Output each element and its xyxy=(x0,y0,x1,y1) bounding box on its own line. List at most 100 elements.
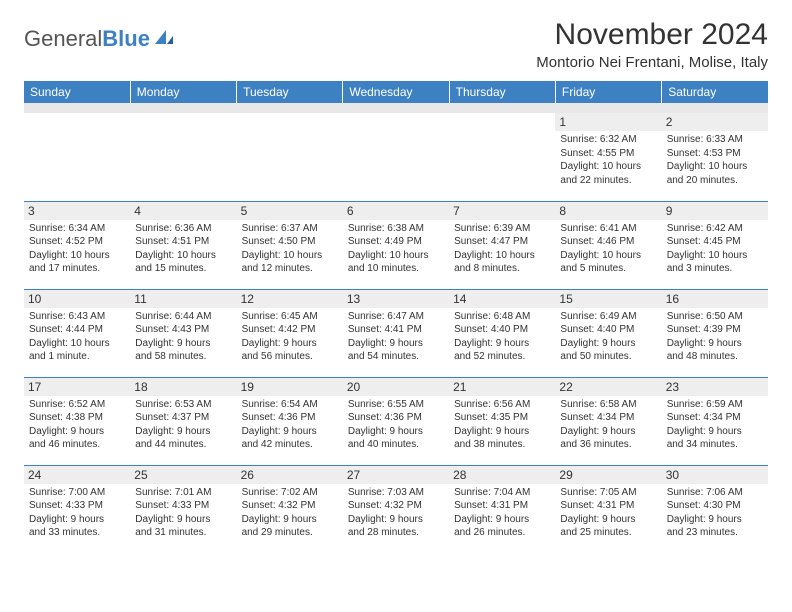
sunset-line: Sunset: 4:39 PM xyxy=(667,323,763,337)
day2-line: and 3 minutes. xyxy=(667,262,763,276)
sunset-line: Sunset: 4:33 PM xyxy=(29,499,125,513)
day2-line: and 12 minutes. xyxy=(242,262,338,276)
day2-line: and 50 minutes. xyxy=(560,350,656,364)
sunrise-line: Sunrise: 6:42 AM xyxy=(667,222,763,236)
sunset-line: Sunset: 4:35 PM xyxy=(454,411,550,425)
day1-line: Daylight: 10 hours xyxy=(560,160,656,174)
sunset-line: Sunset: 4:50 PM xyxy=(242,235,338,249)
sunset-line: Sunset: 4:37 PM xyxy=(135,411,231,425)
sunrise-line: Sunrise: 6:59 AM xyxy=(667,398,763,412)
day1-line: Daylight: 9 hours xyxy=(348,513,444,527)
header: GeneralBlue November 2024 Montorio Nei F… xyxy=(24,18,768,77)
day-cell: 2Sunrise: 6:33 AMSunset: 4:53 PMDaylight… xyxy=(662,113,768,201)
sunrise-line: Sunrise: 6:53 AM xyxy=(135,398,231,412)
day-number: 12 xyxy=(237,290,343,308)
sunrise-line: Sunrise: 6:55 AM xyxy=(348,398,444,412)
day1-line: Daylight: 10 hours xyxy=(667,160,763,174)
day-cell: 25Sunrise: 7:01 AMSunset: 4:33 PMDayligh… xyxy=(130,465,236,553)
day-header: Saturday xyxy=(662,81,768,103)
day-cell xyxy=(24,113,130,201)
title-block: November 2024 Montorio Nei Frentani, Mol… xyxy=(536,18,768,77)
sunset-line: Sunset: 4:40 PM xyxy=(560,323,656,337)
sunrise-line: Sunrise: 6:34 AM xyxy=(29,222,125,236)
sunset-line: Sunset: 4:32 PM xyxy=(242,499,338,513)
day-number: 27 xyxy=(343,466,449,484)
brand-part2: Blue xyxy=(102,26,150,52)
week-row: 10Sunrise: 6:43 AMSunset: 4:44 PMDayligh… xyxy=(24,289,768,377)
day-cell xyxy=(449,113,555,201)
day-header-row: SundayMondayTuesdayWednesdayThursdayFrid… xyxy=(24,81,768,103)
sunset-line: Sunset: 4:44 PM xyxy=(29,323,125,337)
day-number: 5 xyxy=(237,202,343,220)
sunrise-line: Sunrise: 6:39 AM xyxy=(454,222,550,236)
day-number: 2 xyxy=(662,113,768,131)
day1-line: Daylight: 9 hours xyxy=(560,513,656,527)
day-cell: 10 Sunrise: 6:43 AMSunset: 4:44 PMDayligh… xyxy=(24,289,130,377)
sunset-line: Sunset: 4:41 PM xyxy=(348,323,444,337)
day-cell: 23Sunrise: 6:59 AMSunset: 4:34 PMDayligh… xyxy=(662,377,768,465)
day1-line: Daylight: 9 hours xyxy=(454,425,550,439)
logo-sail-icon xyxy=(153,26,175,52)
sunrise-line: Sunrise: 6:32 AM xyxy=(560,133,656,147)
sunrise-line: Sunrise: 6:50 AM xyxy=(667,310,763,324)
day-cell: 18Sunrise: 6:53 AMSunset: 4:37 PMDayligh… xyxy=(130,377,236,465)
month-title: November 2024 xyxy=(536,18,768,52)
sunset-line: Sunset: 4:53 PM xyxy=(667,147,763,161)
day-number: 14 xyxy=(449,290,555,308)
day-number: 20 xyxy=(343,378,449,396)
day2-line: and 17 minutes. xyxy=(29,262,125,276)
day1-line: Daylight: 9 hours xyxy=(560,337,656,351)
sunrise-line: Sunrise: 6:58 AM xyxy=(560,398,656,412)
sunset-line: Sunset: 4:36 PM xyxy=(348,411,444,425)
sunset-line: Sunset: 4:43 PM xyxy=(135,323,231,337)
day1-line: Daylight: 9 hours xyxy=(242,337,338,351)
day2-line: and 8 minutes. xyxy=(454,262,550,276)
day2-line: and 52 minutes. xyxy=(454,350,550,364)
day1-line: Daylight: 9 hours xyxy=(667,513,763,527)
day-cell: 16Sunrise: 6:50 AMSunset: 4:39 PMDayligh… xyxy=(662,289,768,377)
day2-line: and 15 minutes. xyxy=(135,262,231,276)
sunrise-line: Sunrise: 6:43 AM xyxy=(29,310,125,324)
sunset-line: Sunset: 4:51 PM xyxy=(135,235,231,249)
day-number: 18 xyxy=(130,378,236,396)
day-number: 10 xyxy=(24,290,130,308)
sunrise-line: Sunrise: 7:01 AM xyxy=(135,486,231,500)
sunset-line: Sunset: 4:34 PM xyxy=(667,411,763,425)
day-cell: 22Sunrise: 6:58 AMSunset: 4:34 PMDayligh… xyxy=(555,377,661,465)
day2-line: and 54 minutes. xyxy=(348,350,444,364)
week-row: 3Sunrise: 6:34 AMSunset: 4:52 PMDaylight… xyxy=(24,201,768,289)
day1-line: Daylight: 9 hours xyxy=(242,513,338,527)
sunrise-line: Sunrise: 6:47 AM xyxy=(348,310,444,324)
day1-line: Daylight: 9 hours xyxy=(135,337,231,351)
sunrise-line: Sunrise: 6:44 AM xyxy=(135,310,231,324)
sunrise-line: Sunrise: 6:36 AM xyxy=(135,222,231,236)
day-number: 16 xyxy=(662,290,768,308)
sunset-line: Sunset: 4:30 PM xyxy=(667,499,763,513)
sunrise-line: Sunrise: 6:54 AM xyxy=(242,398,338,412)
day-cell: 21Sunrise: 6:56 AMSunset: 4:35 PMDayligh… xyxy=(449,377,555,465)
day1-line: Daylight: 10 hours xyxy=(29,337,125,351)
sunset-line: Sunset: 4:38 PM xyxy=(29,411,125,425)
day-cell: 29Sunrise: 7:05 AMSunset: 4:31 PMDayligh… xyxy=(555,465,661,553)
day-cell: 14Sunrise: 6:48 AMSunset: 4:40 PMDayligh… xyxy=(449,289,555,377)
day2-line: and 20 minutes. xyxy=(667,174,763,188)
day-number: 24 xyxy=(24,466,130,484)
week-row: 24Sunrise: 7:00 AMSunset: 4:33 PMDayligh… xyxy=(24,465,768,553)
day1-line: Daylight: 9 hours xyxy=(348,337,444,351)
day1-line: Daylight: 9 hours xyxy=(348,425,444,439)
day2-line: and 58 minutes. xyxy=(135,350,231,364)
day-cell: 1Sunrise: 6:32 AMSunset: 4:55 PMDaylight… xyxy=(555,113,661,201)
day-cell: 17Sunrise: 6:52 AMSunset: 4:38 PMDayligh… xyxy=(24,377,130,465)
day-number: 19 xyxy=(237,378,343,396)
day-header: Sunday xyxy=(24,81,130,103)
day-cell: 19Sunrise: 6:54 AMSunset: 4:36 PMDayligh… xyxy=(237,377,343,465)
day2-line: and 1 minute. xyxy=(29,350,125,364)
day-number: 8 xyxy=(555,202,661,220)
day1-line: Daylight: 9 hours xyxy=(29,513,125,527)
day2-line: and 22 minutes. xyxy=(560,174,656,188)
day2-line: and 34 minutes. xyxy=(667,438,763,452)
day2-line: and 23 minutes. xyxy=(667,526,763,540)
day-cell: 9Sunrise: 6:42 AMSunset: 4:45 PMDaylight… xyxy=(662,201,768,289)
day2-line: and 33 minutes. xyxy=(29,526,125,540)
day-cell xyxy=(237,113,343,201)
